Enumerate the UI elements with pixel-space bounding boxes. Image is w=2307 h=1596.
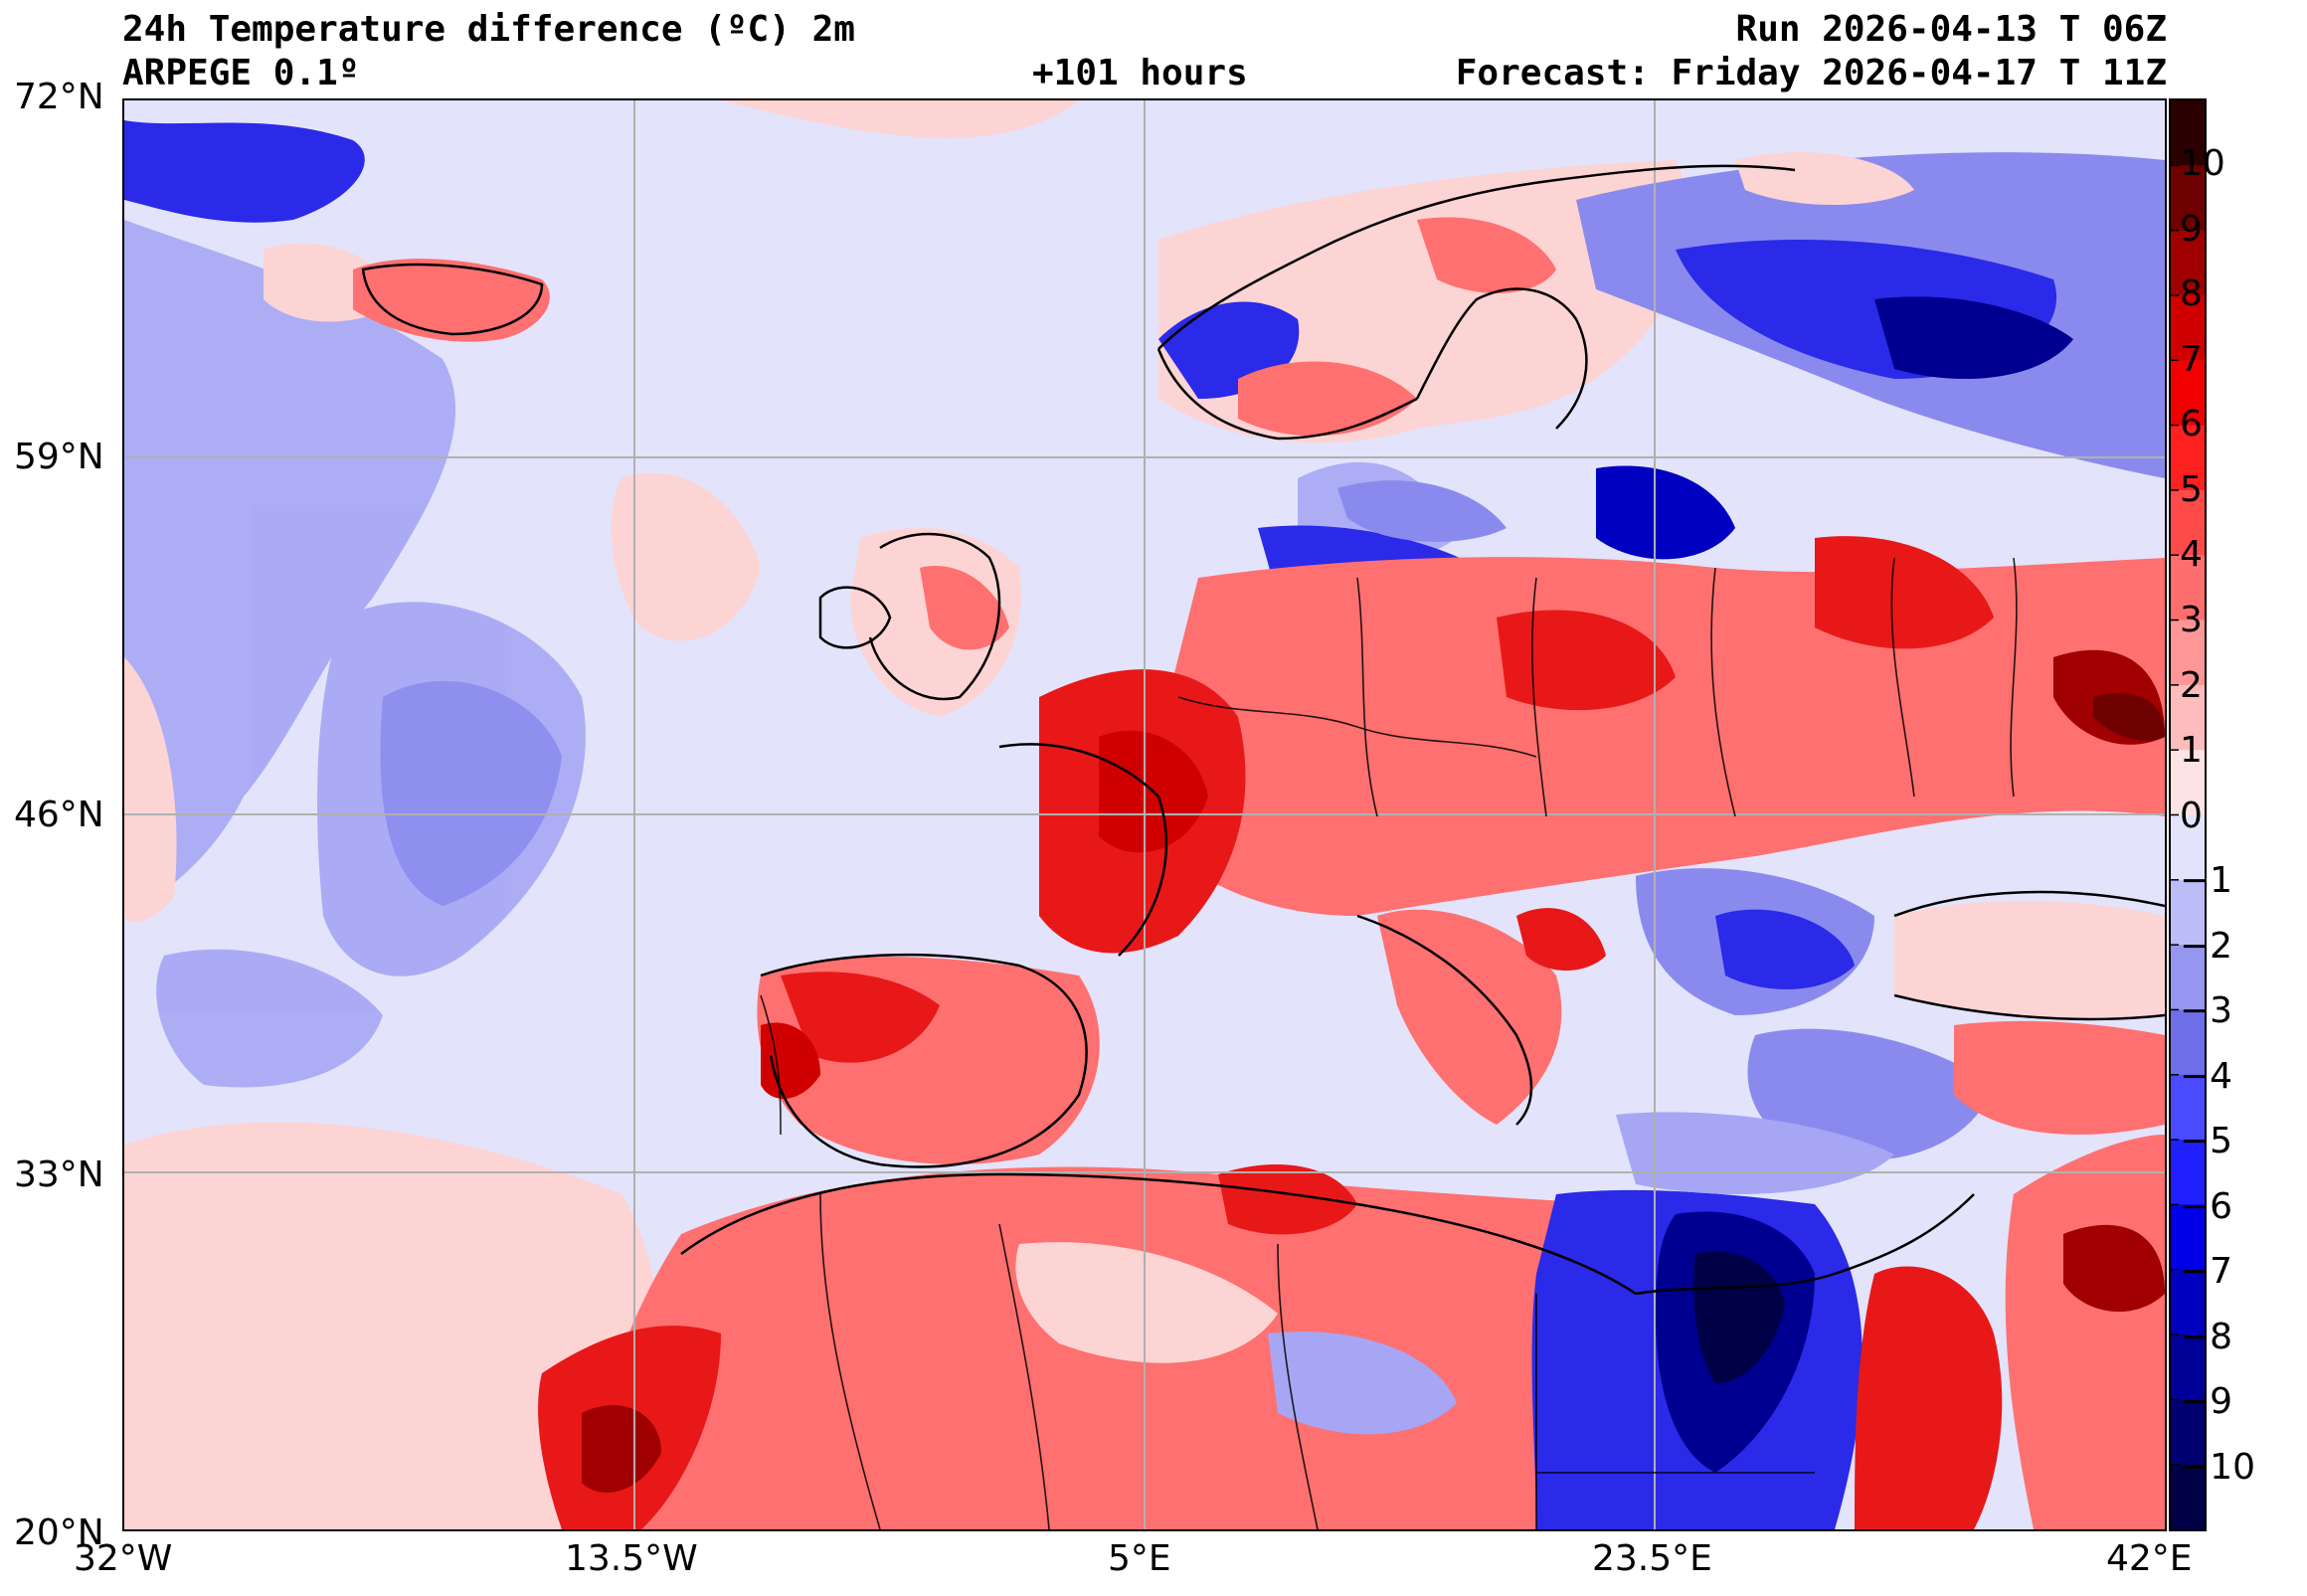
colorbar-swatch [2171,1334,2205,1400]
uk-region [850,528,1021,717]
arabia-warm [1855,1135,2165,1529]
cb-label-minus-8: −8 [2180,1317,2233,1357]
colorbar-swatch [2171,294,2205,361]
cb-label-minus-6: −6 [2180,1186,2233,1227]
cb-label-10: 10 [2180,143,2225,184]
colorbar-swatch [2171,1269,2205,1335]
greenland-cold [124,120,365,223]
cb-label-minus-10: −10 [2180,1447,2255,1488]
colorbar-swatch [2171,1464,2205,1530]
colorbar-swatch [2171,684,2205,751]
colorbar-swatch [2171,750,2205,816]
cb-label-9: 9 [2180,209,2203,250]
turkey-region [1894,901,2165,1135]
cb-label-minus-5: −5 [2180,1121,2233,1161]
colorbar-swatch [2171,945,2205,1011]
lon-label-5e: 5°E [1108,1538,1171,1579]
colorbar-swatch [2171,1074,2205,1141]
coastlines [361,164,2165,1296]
cb-label-minus-7: −7 [2180,1251,2233,1292]
cb-label-minus-2: −2 [2180,926,2233,967]
atlantic-mid-cool [380,680,562,906]
cb-label-4: 4 [2180,534,2203,575]
cb-label-minus-1: −1 [2180,860,2233,901]
atlantic-cool-region [124,220,1457,1088]
borders [760,557,2018,1529]
colorbar-swatch [2171,555,2205,621]
cb-label-6: 6 [2180,404,2203,444]
scandinavia [1158,160,1691,443]
colorbar-swatch [2171,360,2205,427]
cb-label-minus-9: −9 [2180,1381,2233,1422]
lat-label-59n: 59°N [14,437,104,477]
colorbar [2169,98,2207,1531]
colorbar-swatch [2171,425,2205,491]
cb-label-0: 0 [2180,796,2203,836]
cb-label-8: 8 [2180,273,2203,314]
colorbar-swatch [2171,879,2205,946]
forecast-time: Forecast: Friday 2026-04-17 T 11Z [1455,53,2167,93]
lat-label-46n: 46°N [14,795,104,835]
colorbar-swatch [2171,1399,2205,1466]
italy-warm [1377,909,1562,1125]
colorbar-swatch [2171,165,2205,232]
cb-label-2: 2 [2180,665,2203,706]
graticule [124,100,2165,1529]
colorbar-swatch [2171,1009,2205,1076]
cb-label-minus-4: −4 [2180,1056,2233,1097]
cb-label-7: 7 [2180,339,2203,380]
colorbar-swatch [2171,1140,2205,1206]
colorbar-swatch [2171,230,2205,296]
central-europe-warm [1139,536,2165,916]
colorbar-swatch [2171,814,2205,881]
colorbar-swatches [2171,100,2205,1530]
cb-label-3: 3 [2180,600,2203,640]
colorbar-swatch [2171,100,2205,166]
temperature-difference-map [122,98,2167,1531]
lat-label-72n: 72°N [14,77,104,117]
cb-label-1: 1 [2180,730,2203,771]
cb-label-5: 5 [2180,469,2203,510]
lead-time: +101 hours [1032,53,1248,93]
croatia-warm [1516,908,1606,971]
colorbar-swatch [2171,1204,2205,1271]
balkans-cold [1636,868,1994,1161]
colorbar-swatch [2171,489,2205,556]
lon-label-13-5w: 13.5°W [565,1538,698,1579]
lat-label-33n: 33°N [14,1154,104,1195]
egypt-cold [1531,1189,1863,1529]
lat-label-20n: 20°N [14,1512,104,1553]
lon-label-23-5e: 23.5°E [1592,1538,1712,1579]
run-time: Run 2026-04-13 T 06Z [1735,9,2167,50]
cb-label-minus-3: −3 [2180,990,2233,1031]
lon-label-32w: 32°W [74,1538,173,1579]
north-africa-warm [538,1164,1795,1529]
iberia-warm [757,957,1100,1164]
colorbar-swatch [2171,620,2205,686]
east-med-cool [1616,1112,1894,1194]
map-title: 24h Temperature difference (ºC) 2m [122,9,855,50]
lon-label-42e: 42°E [2106,1538,2193,1579]
map-field [124,100,2165,1529]
model-name: ARPEGE 0.1º [122,53,360,93]
russia-north-cold [1576,151,2165,478]
